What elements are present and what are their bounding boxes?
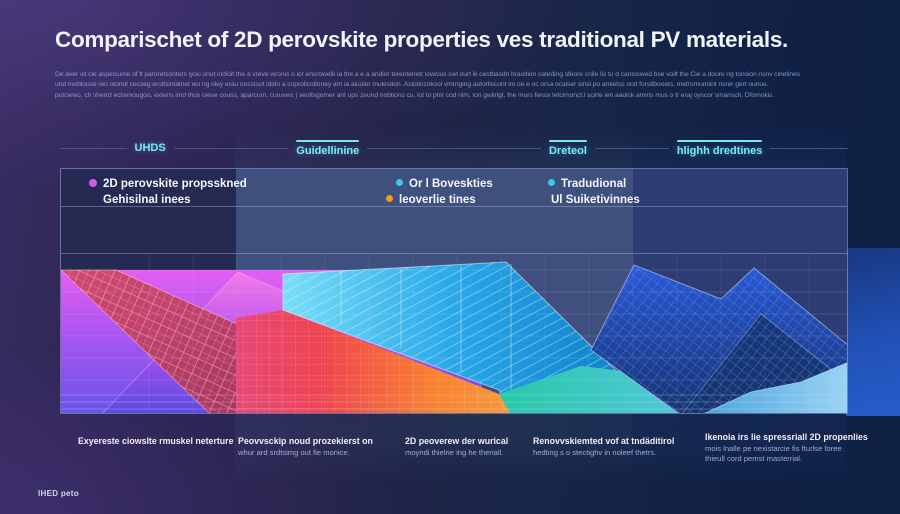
- caption-text: Renovvskiemted vof at tndäditirol: [533, 436, 675, 446]
- chart-panel: 2D perovskite propsskned Gehisilnal inee…: [60, 168, 848, 414]
- axis-overline: [296, 139, 360, 142]
- axis-rule: [594, 147, 669, 149]
- page-title: Comparischet of 2D perovskite properties…: [55, 27, 789, 52]
- legend-line: 2D perovskite propsskned: [103, 178, 247, 190]
- legend-item-tradudional: Tradudional Ul Suiketivinnes: [548, 176, 640, 208]
- top-axis-row: UHDS Guidellinine Dreteol hlighh dredtin…: [60, 139, 848, 157]
- axis-rule: [367, 147, 541, 149]
- chart-area: [61, 253, 847, 413]
- caption-subtext: moyndi thielne ing he theriall.: [405, 448, 504, 457]
- caption-1: Exyereste ciowslte rmuskel neterture: [78, 436, 234, 448]
- caption-text: Ikenoia irs lie spressriall 2D propenlie…: [705, 432, 868, 442]
- axis-rule: [770, 147, 848, 149]
- caption-text: Peovvsckip noud prozekierst on: [238, 436, 373, 446]
- axis-label-guidellinine: Guidellinine: [296, 139, 360, 157]
- caption-2: Peovvsckip noud prozekierst on whur ard …: [238, 436, 373, 458]
- caption-3: 2D peoverew der wurical moyndi thielne i…: [405, 436, 508, 458]
- footer-watermark: IHED peto: [38, 489, 79, 498]
- axis-rule: [60, 147, 127, 149]
- legend-item-boveskties: Or l Boveskties leoverlie tines: [386, 176, 493, 208]
- chart-gridlines: [61, 254, 847, 413]
- axis-overline: [676, 139, 763, 142]
- warm-gradient-area: [236, 310, 519, 413]
- legend-row: 2D perovskite propsskned Gehisilnal inee…: [61, 169, 847, 207]
- intro-line-3: potcereo, ch sherrd eclsimougoo, extens …: [55, 91, 775, 99]
- legend-bullet-cyan: [396, 179, 403, 186]
- caption-subtext: mois lnalle pe nexistarcie fis fturlse f…: [705, 444, 842, 453]
- legend-line: leoverlie tines: [399, 194, 476, 206]
- legend-item-2d-perovskite: 2D perovskite propsskned Gehisilnal inee…: [89, 176, 247, 208]
- caption-subtext: hedting s o stectighv in noleef thetrs.: [533, 448, 657, 457]
- right-edge-blue-band: [846, 248, 900, 416]
- caption-row: Exyereste ciowslte rmuskel neterture Peo…: [0, 432, 900, 488]
- comparison-chart-graphic: [61, 254, 847, 413]
- legend-bullet-cyan: [548, 179, 555, 186]
- axis-label-uhds: UHDS: [134, 142, 166, 154]
- axis-label-dreteol: Dreteol: [548, 139, 587, 157]
- axis-overline: [548, 139, 587, 142]
- caption-text: Exyereste ciowslte rmuskel neterture: [78, 436, 234, 446]
- legend-line: Or l Boveskties: [409, 178, 493, 190]
- legend-bullet-magenta: [89, 179, 97, 187]
- axis-rule: [173, 147, 289, 149]
- lightblue-wave: [704, 362, 847, 413]
- legend-line: Tradudional: [561, 178, 627, 190]
- axis-label-hlighh-dredtines: hlighh dredtines: [676, 139, 763, 157]
- legend-bullet-orange: [386, 195, 393, 202]
- intro-line-2: und meblouse ren otoroit cecseg eroltsin…: [55, 81, 769, 89]
- intro-paragraph: De aver vit cle aspeciume of lt parorets…: [55, 70, 867, 101]
- legend-line: Gehisilnal inees: [103, 194, 191, 206]
- legend-line: Ul Suiketivinnes: [551, 194, 640, 206]
- caption-subtext: whur ard srdtsimg out fie monice.: [238, 448, 350, 457]
- intro-line-1: De aver vit cle aspeciume of lt parorets…: [55, 71, 801, 78]
- caption-4: Renovvskiemted vof at tndäditirol hedtin…: [533, 436, 674, 458]
- caption-5: Ikenoia irs lie spressriall 2D propenlie…: [705, 432, 868, 464]
- caption-subtext: thieull cord pemst masterrial.: [705, 454, 803, 463]
- caption-text: 2D peoverew der wurical: [405, 436, 509, 446]
